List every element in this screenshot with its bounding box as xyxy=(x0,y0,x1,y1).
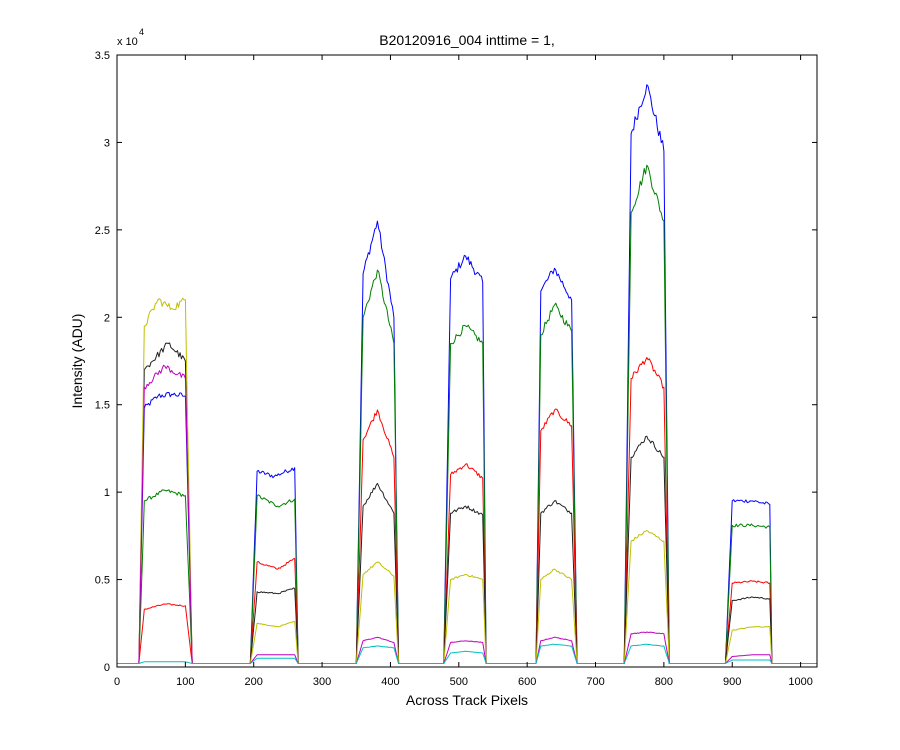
y-tick-label: 0.5 xyxy=(95,575,110,587)
series-layer xyxy=(117,84,817,664)
x-tick-label: 900 xyxy=(723,676,741,688)
y-axis-exponent-power: 4 xyxy=(139,27,144,37)
series-line-7 xyxy=(117,643,817,664)
y-tick-label: 1 xyxy=(104,487,110,499)
tick-layer: 0 100 200 300 400 500 600 700 800 900 1000 0 0.5 1 1.5… xyxy=(95,50,817,688)
x-axis-title: Across Track Pixels xyxy=(406,692,528,708)
plot-frame xyxy=(116,54,818,668)
x-tick-label: 500 xyxy=(450,676,468,688)
y-tick-label: 2.5 xyxy=(95,225,110,237)
x-tick-label: 100 xyxy=(176,676,194,688)
x-tick-label: 200 xyxy=(245,676,263,688)
chart-title: B20120916_004 inttime = 1, xyxy=(379,32,555,48)
y-tick-label: 0 xyxy=(104,662,110,674)
x-tick-label: 300 xyxy=(313,676,331,688)
y-tick-label: 1.5 xyxy=(95,400,110,412)
x-tick-label: 0 xyxy=(114,676,120,688)
x-tick-label: 600 xyxy=(518,676,536,688)
x-tick-label: 800 xyxy=(655,676,673,688)
x-tick-label: 400 xyxy=(381,676,399,688)
x-tick-label: 1000 xyxy=(788,676,812,688)
y-axis-title: Intensity (ADU) xyxy=(69,314,85,409)
y-axis-exponent-label: x 10 xyxy=(117,36,138,48)
x-tick-label: 700 xyxy=(586,676,604,688)
y-tick-label: 3 xyxy=(104,137,110,149)
y-tick-label: 2 xyxy=(104,312,110,324)
y-tick-label: 3.5 xyxy=(95,50,110,62)
